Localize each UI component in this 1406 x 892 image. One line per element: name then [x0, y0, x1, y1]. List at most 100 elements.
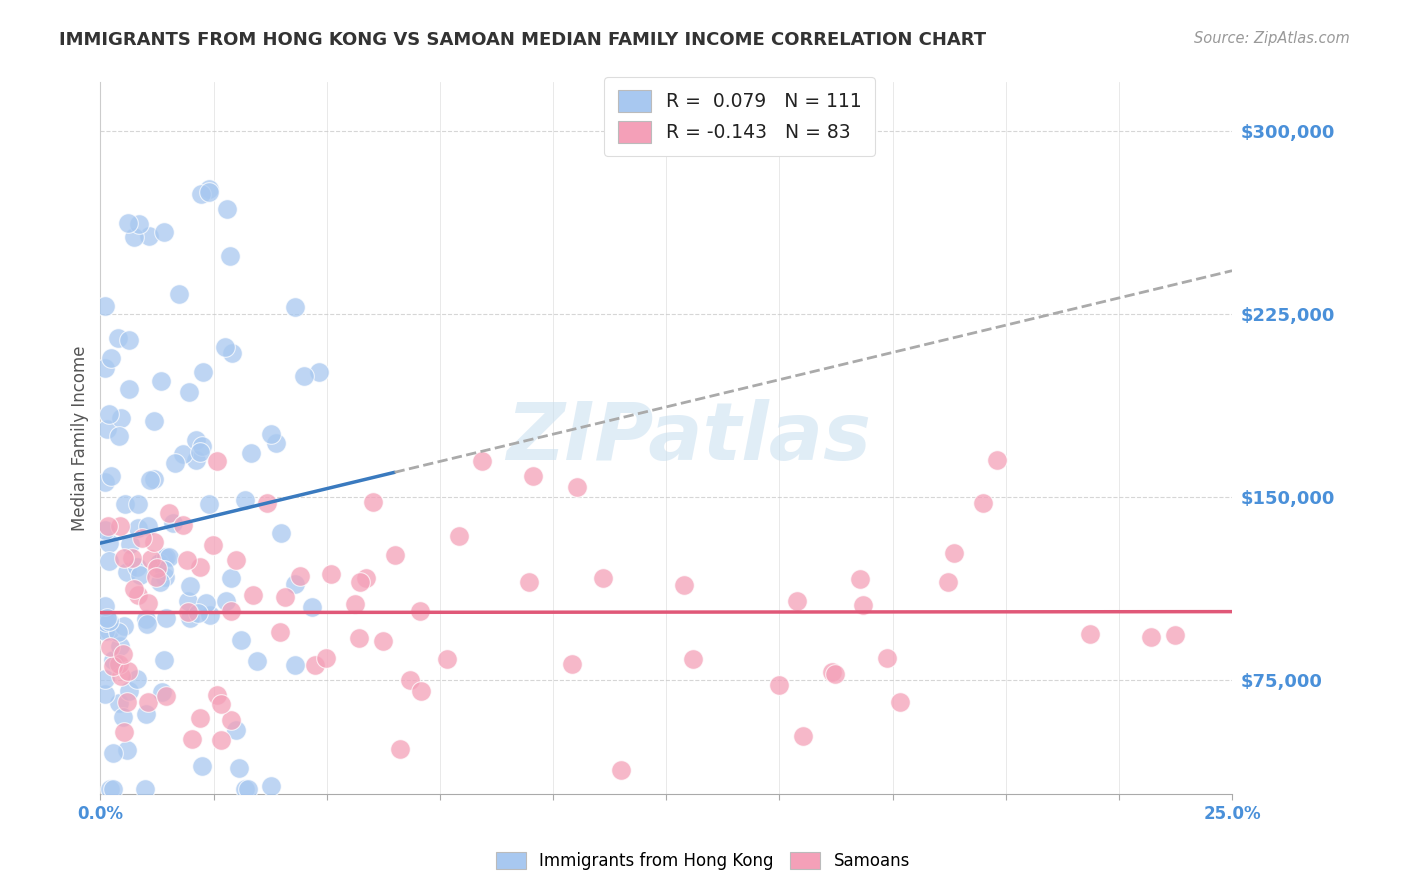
Point: [190, 186, 212, 201]
Point: [205, 688, 228, 702]
Point: [100, 468, 122, 483]
Point: [471, 454, 494, 468]
Point: [201, 538, 224, 552]
Point: [399, 673, 422, 688]
Point: [115, 695, 138, 709]
Point: [986, 453, 1008, 467]
Point: [264, 436, 287, 450]
Point: [128, 567, 150, 582]
Point: [242, 589, 264, 603]
Point: [219, 249, 242, 263]
Point: [288, 568, 311, 582]
Point: [824, 667, 846, 681]
Point: [128, 588, 150, 602]
Point: [188, 711, 211, 725]
Point: [672, 578, 695, 592]
Point: [139, 473, 162, 487]
Point: [94, 624, 117, 638]
Point: [98, 624, 121, 639]
Point: [610, 763, 633, 777]
Point: [284, 300, 307, 314]
Point: [100, 351, 122, 365]
Point: [117, 565, 139, 579]
Point: [682, 651, 704, 665]
Point: [162, 516, 184, 531]
Point: [150, 374, 173, 388]
Point: [292, 368, 315, 383]
Point: [384, 548, 406, 562]
Point: [118, 333, 141, 347]
Point: [172, 518, 194, 533]
Point: [187, 607, 209, 621]
Legend: R =  0.079   N = 111, R = -0.143   N = 83: R = 0.079 N = 111, R = -0.143 N = 83: [605, 77, 875, 156]
Point: [114, 551, 136, 566]
Point: [172, 447, 194, 461]
Point: [198, 497, 221, 511]
Point: [146, 561, 169, 575]
Point: [176, 605, 198, 619]
Point: [94, 615, 117, 629]
Text: Source: ZipAtlas.com: Source: ZipAtlas.com: [1194, 31, 1350, 46]
Point: [152, 653, 174, 667]
Point: [96, 611, 118, 625]
Point: [225, 552, 247, 566]
Point: [1080, 627, 1102, 641]
Point: [101, 782, 124, 797]
Point: [143, 414, 166, 428]
Point: [209, 732, 232, 747]
Point: [150, 685, 173, 699]
Point: [155, 610, 177, 624]
Point: [411, 684, 433, 698]
Point: [135, 612, 157, 626]
Point: [135, 706, 157, 721]
Point: [239, 446, 262, 460]
Point: [273, 590, 295, 604]
Point: [184, 433, 207, 447]
Point: [94, 475, 117, 489]
Point: [112, 619, 135, 633]
Point: [188, 560, 211, 574]
Point: [179, 611, 201, 625]
Point: [138, 518, 160, 533]
Point: [108, 429, 131, 443]
Point: [209, 698, 232, 712]
Point: [94, 599, 117, 613]
Point: [179, 579, 201, 593]
Point: [94, 687, 117, 701]
Point: [118, 537, 141, 551]
Point: [270, 526, 292, 541]
Point: [100, 640, 122, 654]
Point: [127, 521, 149, 535]
Point: [221, 713, 243, 727]
Point: [97, 407, 120, 421]
Point: [117, 684, 139, 698]
Point: [121, 551, 143, 566]
Point: [198, 608, 221, 623]
Point: [112, 725, 135, 739]
Point: [221, 346, 243, 360]
Text: IMMIGRANTS FROM HONG KONG VS SAMOAN MEDIAN FAMILY INCOME CORRELATION CHART: IMMIGRANTS FROM HONG KONG VS SAMOAN MEDI…: [59, 31, 986, 49]
Point: [561, 657, 583, 672]
Point: [157, 506, 180, 520]
Point: [219, 603, 242, 617]
Point: [108, 657, 131, 671]
Point: [301, 600, 323, 615]
Point: [148, 556, 170, 570]
Point: [567, 480, 589, 494]
Legend: Immigrants from Hong Kong, Samoans: Immigrants from Hong Kong, Samoans: [489, 845, 917, 877]
Point: [349, 631, 371, 645]
Point: [269, 624, 291, 639]
Point: [184, 452, 207, 467]
Point: [149, 575, 172, 590]
Point: [1164, 628, 1187, 642]
Point: [217, 202, 239, 216]
Point: [128, 217, 150, 231]
Point: [97, 518, 120, 533]
Point: [283, 577, 305, 591]
Point: [852, 598, 875, 612]
Point: [107, 625, 129, 640]
Point: [233, 782, 256, 797]
Point: [260, 780, 283, 794]
Point: [136, 616, 159, 631]
Point: [117, 217, 139, 231]
